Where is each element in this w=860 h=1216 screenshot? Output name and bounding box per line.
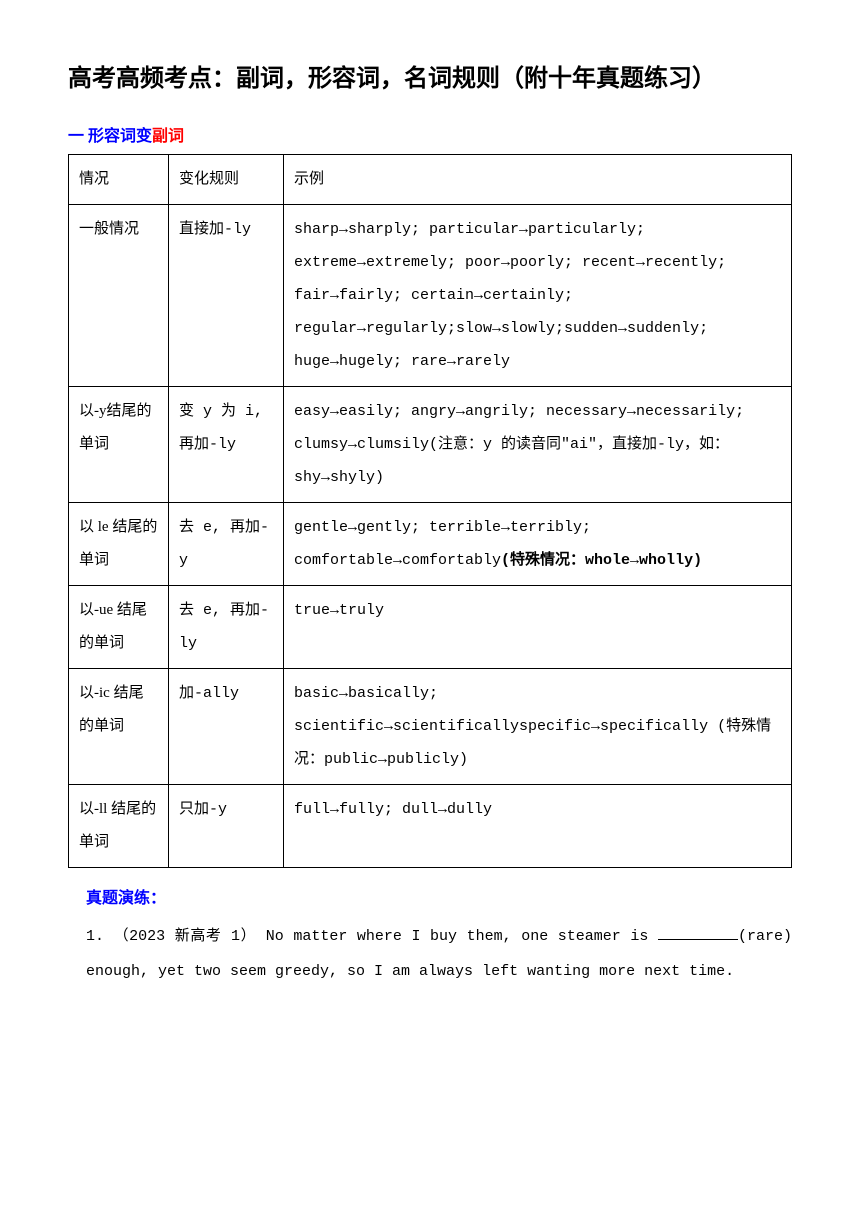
fill-blank (658, 924, 738, 940)
section-prefix: 一 形容词变 (68, 128, 152, 145)
table-row: 以-ic 结尾的单词 加-ally basic→basically; scien… (69, 669, 792, 785)
cell-situation: 以-ic 结尾的单词 (69, 669, 169, 785)
cell-rule: 变 y 为 i, 再加-ly (169, 387, 284, 503)
cell-rule: 直接加-ly (169, 205, 284, 387)
exercise-blank-word: (rare) (738, 928, 792, 945)
document-title: 高考高频考点：副词，形容词，名词规则（附十年真题练习） (68, 60, 792, 98)
header-example: 示例 (284, 155, 792, 205)
table-row: 以 le 结尾的单词 去 e, 再加-y gentle→gently; terr… (69, 503, 792, 586)
header-rule: 变化规则 (169, 155, 284, 205)
exercise-header: 真题演练： (68, 884, 792, 908)
table-row: 以-y结尾的单词 变 y 为 i, 再加-ly easy→easily; ang… (69, 387, 792, 503)
table-row: 以-ue 结尾的单词 去 e, 再加-ly true→truly (69, 586, 792, 669)
cell-rule: 去 e, 再加-y (169, 503, 284, 586)
cell-example: true→truly (284, 586, 792, 669)
cell-example: full→fully; dull→dully (284, 785, 792, 868)
cell-example: easy→easily; angry→angrily; necessary→ne… (284, 387, 792, 503)
cell-situation: 以-ll 结尾的单词 (69, 785, 169, 868)
table-header-row: 情况 变化规则 示例 (69, 155, 792, 205)
exercise-source: （2023 新高考 1） (114, 928, 257, 945)
cell-situation: 以-ue 结尾的单词 (69, 586, 169, 669)
exercise-text-after: enough, yet two seem greedy, so I am alw… (86, 963, 734, 980)
header-situation: 情况 (69, 155, 169, 205)
exercise-text-before: No matter where I buy them, one steamer … (266, 928, 658, 945)
exercise-number: 1. (86, 928, 104, 945)
cell-rule: 去 e, 再加-ly (169, 586, 284, 669)
cell-situation: 一般情况 (69, 205, 169, 387)
cell-situation: 以 le 结尾的单词 (69, 503, 169, 586)
cell-example: gentle→gently; terrible→terribly; comfor… (284, 503, 792, 586)
grammar-table: 情况 变化规则 示例 一般情况 直接加-ly sharp→sharply; pa… (68, 154, 792, 868)
cell-example: basic→basically; scientific→scientifical… (284, 669, 792, 785)
exercise-item-1: 1. （2023 新高考 1） No matter where I buy th… (68, 920, 792, 989)
section-1-header: 一 形容词变副词 (68, 122, 792, 146)
table-row: 一般情况 直接加-ly sharp→sharply; particular→pa… (69, 205, 792, 387)
cell-situation: 以-y结尾的单词 (69, 387, 169, 503)
cell-rule: 加-ally (169, 669, 284, 785)
cell-example: sharp→sharply; particular→particularly; … (284, 205, 792, 387)
section-suffix: 副词 (152, 128, 184, 145)
table-row: 以-ll 结尾的单词 只加-y full→fully; dull→dully (69, 785, 792, 868)
cell-rule: 只加-y (169, 785, 284, 868)
